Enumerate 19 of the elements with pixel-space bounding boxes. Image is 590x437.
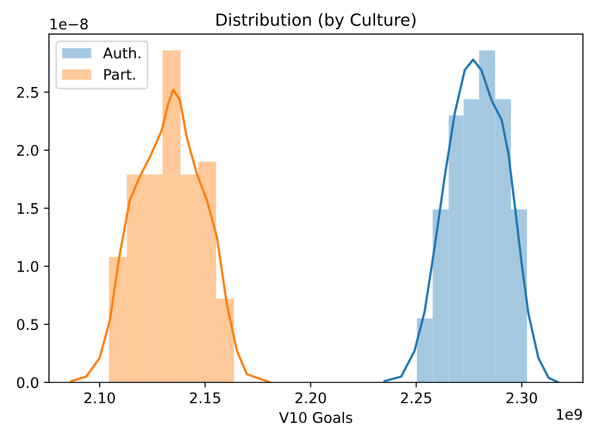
x-tick-label: 2.25 xyxy=(401,392,432,404)
x-tick-label: 2.20 xyxy=(296,392,326,404)
line-series xyxy=(70,88,272,382)
y-tick-label: 0.0 xyxy=(17,377,38,388)
y-tick-label: 2.0 xyxy=(17,144,38,156)
x-tick-label: 2.15 xyxy=(190,392,220,404)
chart-title: Distribution (by Culture) xyxy=(216,13,416,30)
y-tick-label: 1.0 xyxy=(18,260,38,272)
y-tick-label: 1.5 xyxy=(18,203,38,214)
legend-label: Part. xyxy=(104,69,135,80)
y-tick-label: 0.5 xyxy=(17,319,38,330)
line-series xyxy=(383,58,560,382)
legend-label: Auth. xyxy=(103,47,140,58)
x-tick-label: 2.30 xyxy=(506,392,537,404)
x-axis-title: V10 Goals xyxy=(279,412,352,424)
x-tick-label: 2.10 xyxy=(84,392,115,404)
text: 1e−8 xyxy=(50,18,88,30)
text: 1e9 xyxy=(556,408,582,420)
y-tick-label: 2.5 xyxy=(17,86,38,98)
